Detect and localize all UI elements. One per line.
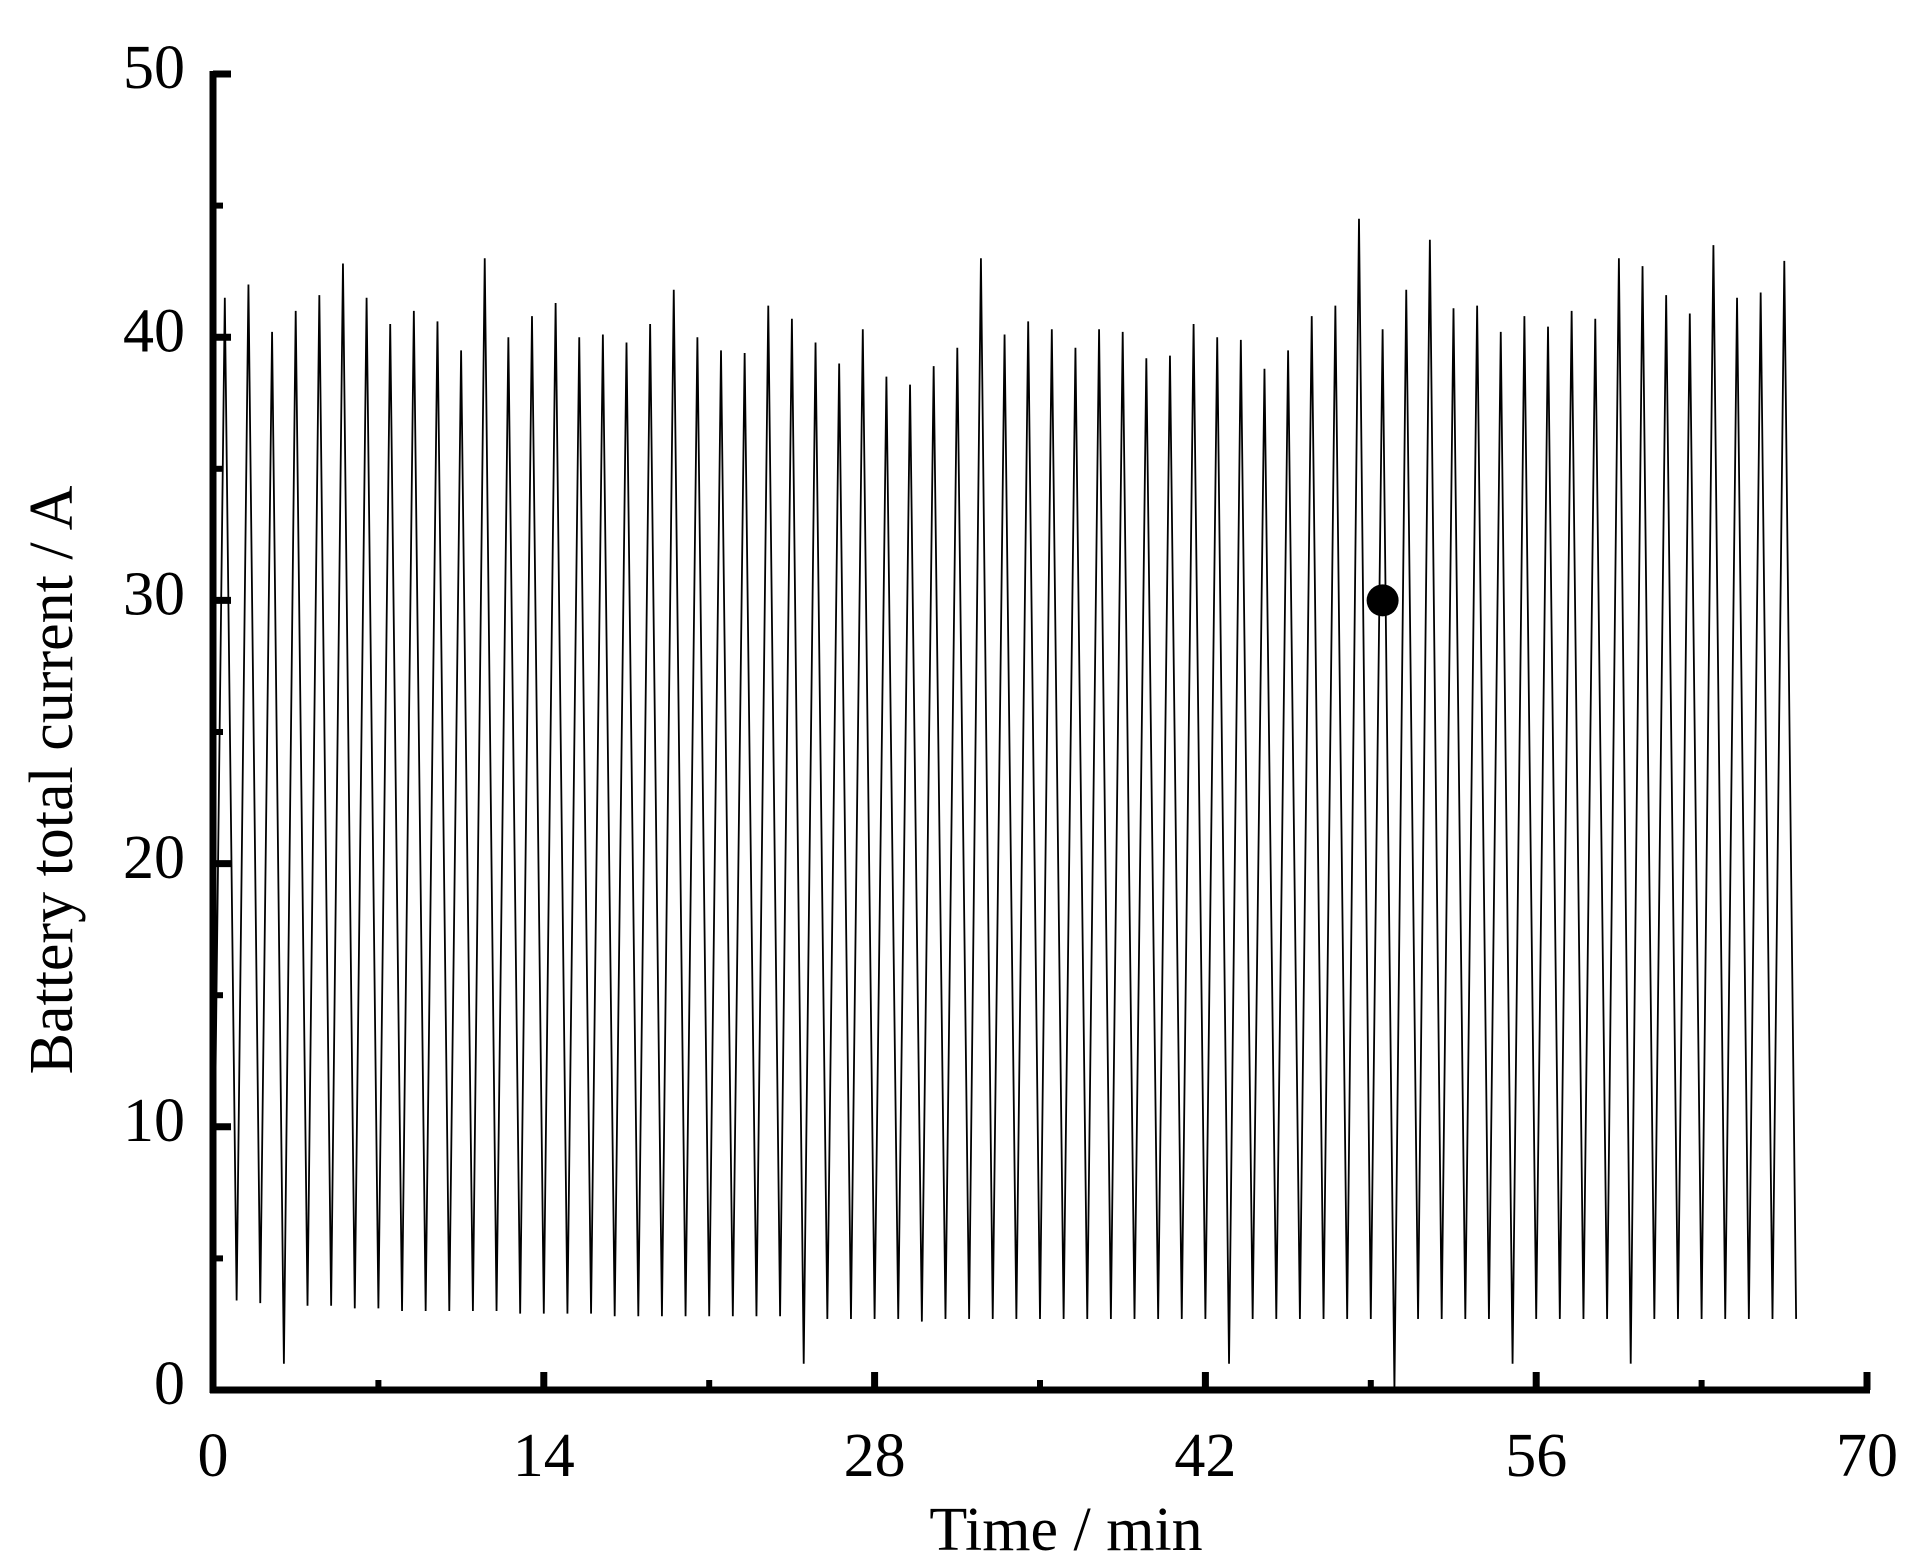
y-tick-label: 40 [123, 297, 185, 365]
x-tick-label: 28 [844, 1422, 906, 1490]
x-tick-label: 70 [1836, 1422, 1898, 1490]
x-tick-label: 14 [513, 1422, 575, 1490]
x-tick-label: 42 [1174, 1422, 1236, 1490]
y-tick-label: 50 [123, 34, 185, 102]
x-tick-label: 0 [198, 1422, 229, 1490]
y-tick-label: 30 [123, 561, 185, 629]
y-tick-label: 0 [154, 1350, 185, 1418]
y-axis-label: Battery total current / A [18, 485, 86, 1074]
marker-point [1366, 584, 1399, 617]
x-tick-label: 56 [1505, 1422, 1567, 1490]
y-tick-label: 20 [123, 824, 185, 892]
x-axis-label: Time / min [929, 1496, 1202, 1564]
data-line [212, 218, 1798, 1391]
y-tick-label: 10 [123, 1087, 185, 1155]
